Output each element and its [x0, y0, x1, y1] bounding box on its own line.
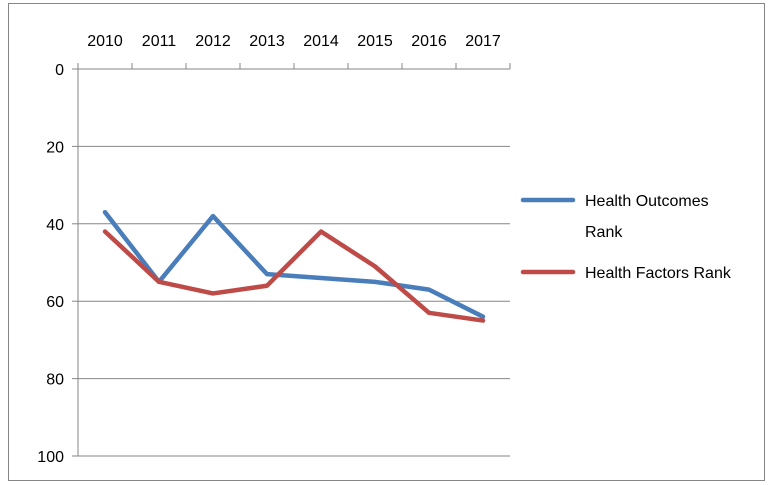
x-tick-label: 2012 [195, 33, 231, 50]
x-tick-label: 2013 [249, 33, 285, 50]
x-tick-label: 2010 [87, 33, 123, 50]
series-line-1 [102, 209, 486, 319]
tick-labels: 0 20 40 60 80 100 2010 2011 2012 2013 2014 2015 2016… [37, 33, 501, 466]
y-tick-label: 40 [46, 217, 64, 234]
axes [72, 63, 511, 457]
legend-label: Health Outcomes Rank [585, 193, 709, 241]
x-tick-label: 2017 [465, 33, 501, 50]
y-tick-label: 20 [46, 139, 64, 156]
y-tick-label: 60 [46, 294, 64, 311]
x-tick-label: 2015 [357, 33, 393, 50]
x-tick-label: 2014 [303, 33, 339, 50]
legend-label: Health Factors Rank [585, 265, 732, 282]
chart-frame [8, 3, 765, 481]
y-tick-label: 0 [55, 62, 64, 79]
legend: Health Outcomes Rank Health Factors Rank [520, 193, 732, 282]
grid-lines [78, 145, 510, 457]
y-tick-label: 100 [37, 449, 64, 466]
series-lines [102, 209, 486, 323]
x-tick-label: 2016 [411, 33, 447, 50]
y-tick-label: 80 [46, 372, 64, 389]
x-tick-label: 2011 [142, 33, 177, 50]
series-line-2 [102, 229, 486, 323]
